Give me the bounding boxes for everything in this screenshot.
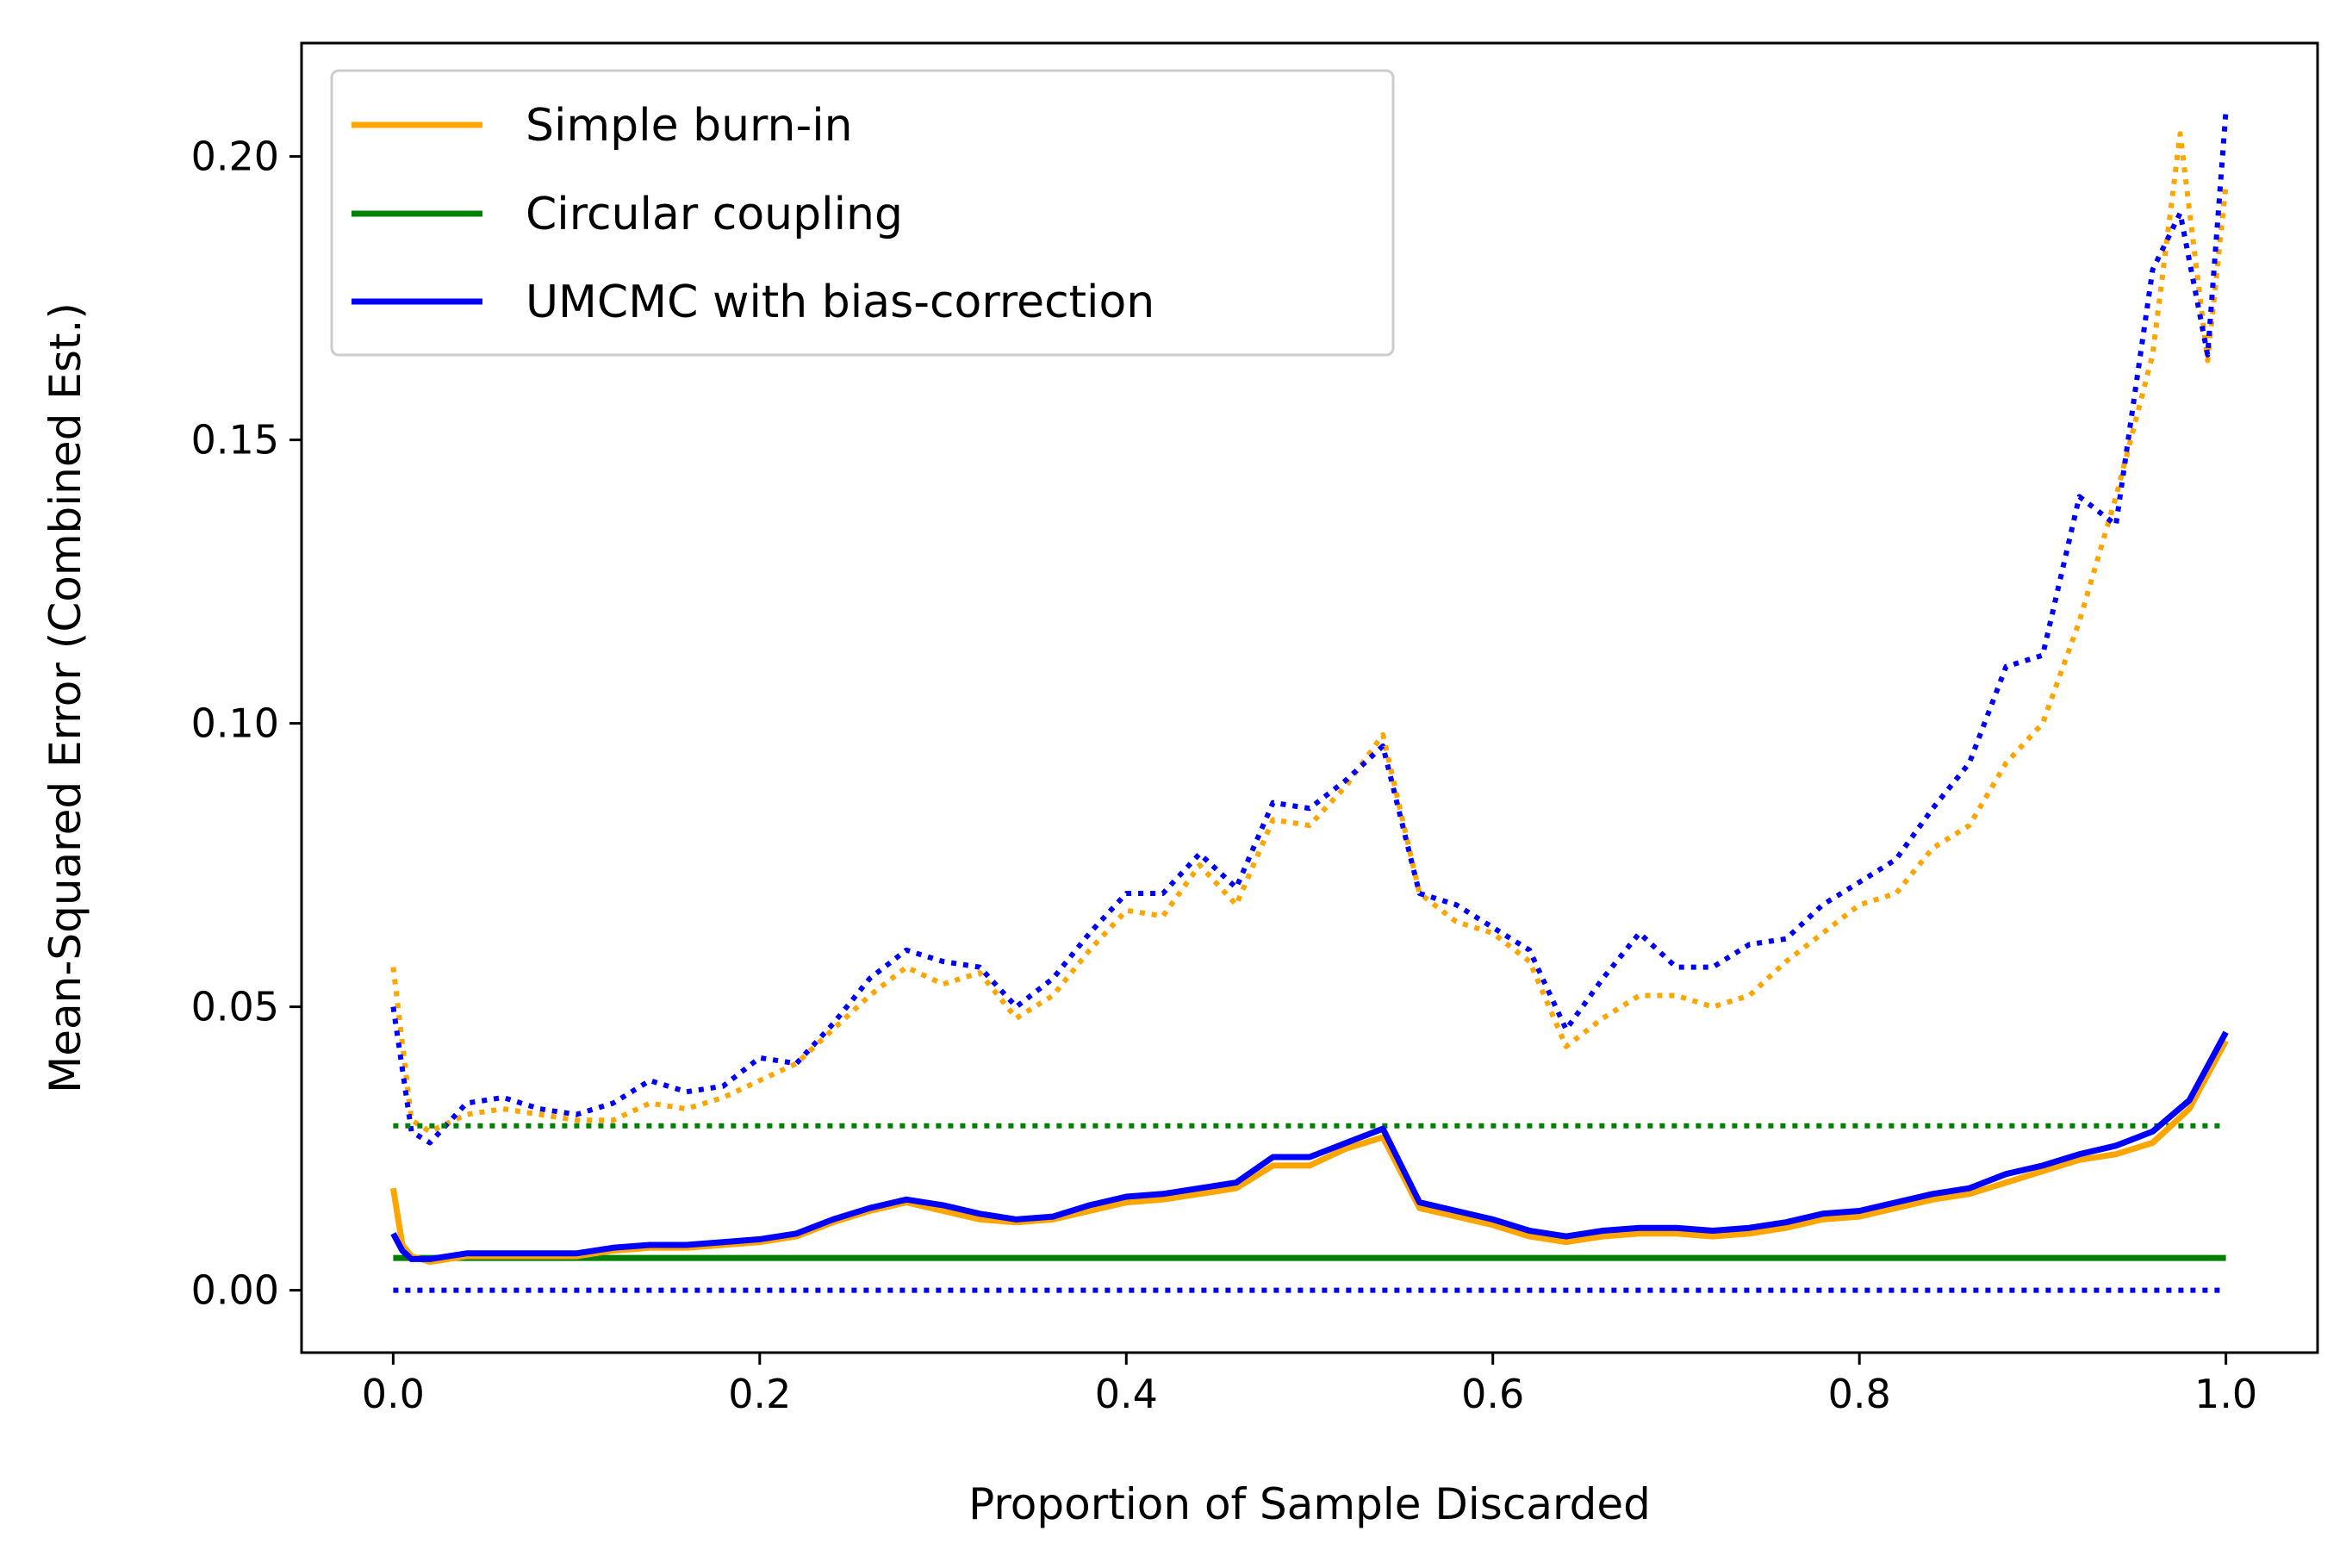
y-tick-label: 0.15 [191, 417, 279, 464]
y-axis: 0.00 0.05 0.10 0.15 0.20 [191, 134, 302, 1314]
x-axis: 0.0 0.2 0.4 0.6 0.8 1.0 [362, 1353, 2257, 1417]
y-tick-label: 0.10 [191, 700, 279, 747]
x-tick-label: 0.0 [362, 1371, 425, 1417]
plot-frame [300, 41, 2319, 1354]
y-tick-label: 0.20 [191, 134, 279, 180]
y-tick-label: 0.05 [191, 984, 279, 1030]
legend-entry-label: UMCMC with bias-correction [526, 277, 1154, 328]
series-layer [389, 110, 2229, 1293]
x-tick-label: 0.4 [1095, 1371, 1158, 1417]
legend-entry-label: Simple burn-in [526, 100, 853, 152]
y-axis-label: Mean-Squared Error (Combined Est.) [40, 302, 90, 1093]
series-line-0-dotted [390, 131, 2229, 1135]
x-tick-label: 0.6 [1461, 1371, 1524, 1417]
series-line-1-dotted [390, 110, 2229, 1146]
x-tick-label: 0.8 [1828, 1371, 1891, 1417]
legend: Simple burn-in Circular coupling UMCMC wit… [330, 69, 1395, 357]
x-tick-label: 0.2 [728, 1371, 791, 1417]
legend-box [330, 69, 1395, 357]
x-tick-label: 1.0 [2194, 1371, 2257, 1417]
x-axis-label: Proportion of Sample Discarded [968, 1479, 1651, 1529]
legend-entry-label: Circular coupling [526, 189, 903, 240]
series-line-6-solid [390, 1030, 2229, 1262]
y-tick-label: 0.00 [191, 1267, 279, 1314]
